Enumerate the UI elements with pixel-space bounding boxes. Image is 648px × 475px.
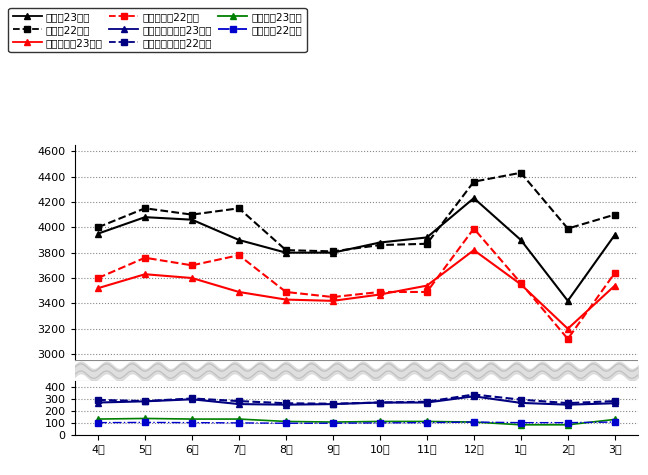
Legend: 合計量23年度, 合計量22年度, 燃やすごみ23年度, 燃やすごみ22年度, 燃やさないごみ23年度, 燃やさないごみ22年度, 粗大ごみ23年度, 粗大ごみ: 合計量23年度, 合計量22年度, 燃やすごみ23年度, 燃やすごみ22年度, … [8, 8, 307, 52]
